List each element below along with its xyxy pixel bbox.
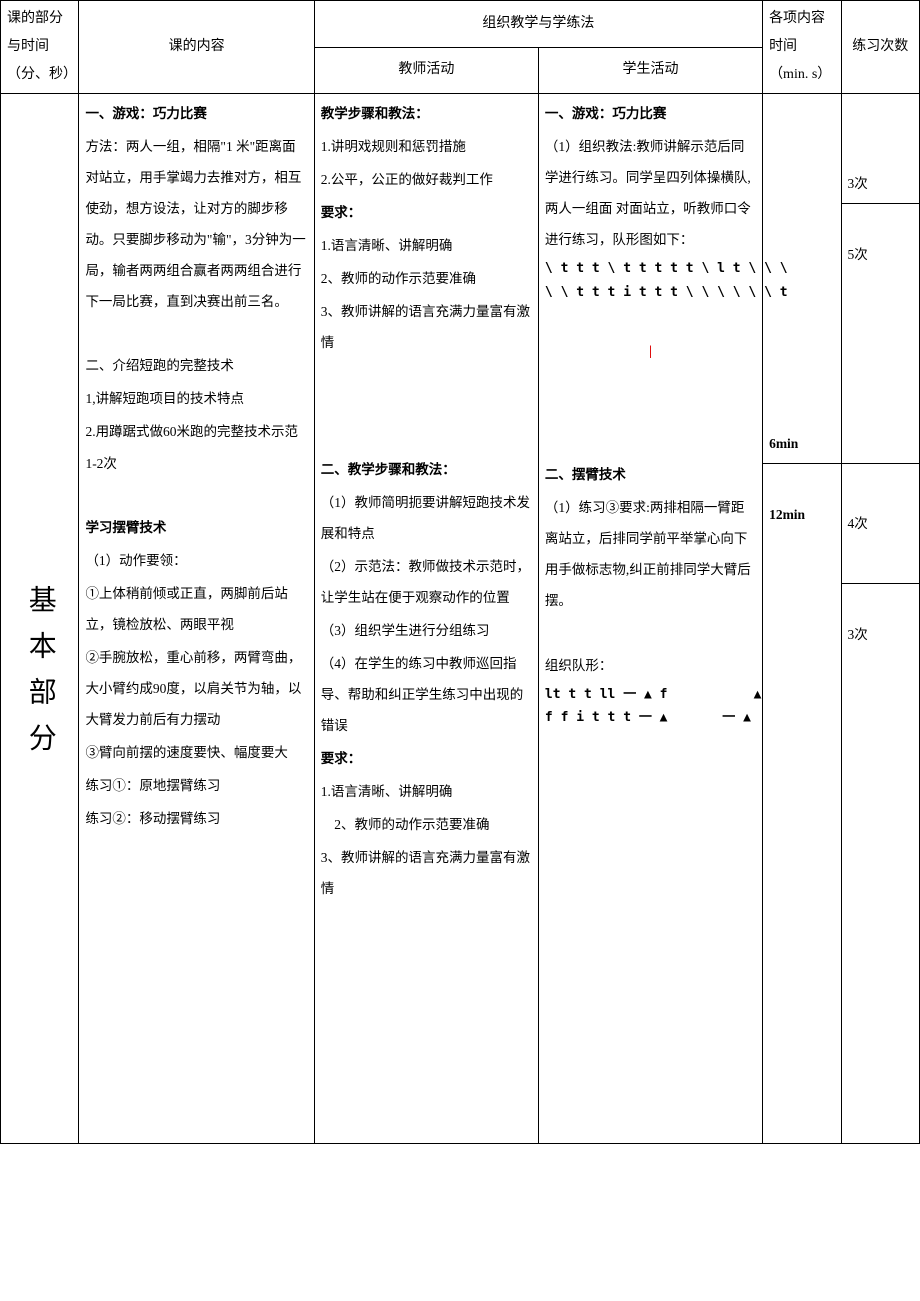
teacher-t2-title: 二、教学步骤和教法： <box>321 454 532 485</box>
header-reps: 练习次数 <box>841 1 920 94</box>
content-s3-p1: ①上体稍前倾或正直，两脚前后站立，镜检放松、两眼平视 <box>85 578 307 640</box>
header-section-l2: 与时间 <box>7 33 72 61</box>
header-time: 各项内容 时间 （min. s） <box>763 1 841 94</box>
student-s2-form: 组织队形： <box>545 650 756 681</box>
student-s1-l1: （1）组织教法:教师讲解示范后同学进行练习。同学呈四列体操横队,两人一组面 对面… <box>545 131 756 255</box>
header-student: 学生活动 <box>538 47 762 94</box>
content-s2-title: 二、介绍短跑的完整技术 <box>85 350 307 381</box>
student-s2-title: 二、摆臂技术 <box>545 459 756 490</box>
body-row-1: 基本部分 一、游戏：巧力比赛 方法：两人一组，相隔"1 米"距离面对站立，用手掌… <box>1 94 920 204</box>
student-cell: 一、游戏：巧力比赛 （1）组织教法:教师讲解示范后同学进行练习。同学呈四列体操横… <box>538 94 762 1144</box>
content-s2-l2: 2.用蹲踞式做60米跑的完整技术示范1-2次 <box>85 416 307 478</box>
teacher-t2-r1: 1.语言清晰、讲解明确 <box>321 776 532 807</box>
header-org-merged: 组织教学与学练法 <box>314 1 762 48</box>
content-s3-sub: （1）动作要领： <box>85 545 307 576</box>
reps-cell-3: 4次 <box>841 464 920 584</box>
content-s3-p3: ③臂向前摆的速度要快、幅度要大 <box>85 737 307 768</box>
content-s3-p2: ②手腕放松，重心前移，两臂弯曲，大小臂约成90度，以肩关节为轴，以大臂发力前后有… <box>85 642 307 735</box>
time-cell-1: 6min <box>763 94 841 464</box>
content-s3-title: 学习摆臂技术 <box>85 512 307 543</box>
lesson-plan-table: 课的部分 与时间 （分、秒） 课的内容 组织教学与学练法 各项内容 时间 （mi… <box>0 0 920 1144</box>
reps-cell-4: 3次 <box>841 584 920 1144</box>
reps-1: 3次 <box>848 168 914 199</box>
teacher-cell: 教学步骤和教法： 1.讲明戏规则和惩罚措施 2.公平，公正的做好裁判工作 要求：… <box>314 94 538 1144</box>
student-diagram2-l2: f f i t t t 一 ▲ 一 ▲ <box>545 706 756 729</box>
teacher-t1-l1: 1.讲明戏规则和惩罚措施 <box>321 131 532 162</box>
content-s3-p5: 练习②：移动摆臂练习 <box>85 803 307 834</box>
teacher-t2-r3: 3、教师讲解的语言充满力量富有激情 <box>321 842 532 904</box>
header-time-l1: 各项内容 <box>769 5 834 33</box>
time-cell-2: 12min <box>763 464 841 1144</box>
teacher-t2-l3: （3）组织学生进行分组练习 <box>321 615 532 646</box>
header-content: 课的内容 <box>79 1 314 94</box>
content-s1-title: 一、游戏：巧力比赛 <box>85 98 307 129</box>
teacher-t1-r3: 3、教师讲解的语言充满力量富有激情 <box>321 296 532 358</box>
reps-cell-1: 3次 <box>841 94 920 204</box>
header-teacher: 教师活动 <box>314 47 538 94</box>
header-section-l3: （分、秒） <box>7 61 72 89</box>
teacher-t1-r2: 2、教师的动作示范要准确 <box>321 263 532 294</box>
student-diagram1-l2: \ \ t t t i t t t \ \ \ \ \ \ t <box>545 281 756 304</box>
header-section: 课的部分 与时间 （分、秒） <box>1 1 79 94</box>
time-2: 12min <box>769 499 834 530</box>
teacher-t1-l2: 2.公平，公正的做好裁判工作 <box>321 164 532 195</box>
student-s1-title: 一、游戏：巧力比赛 <box>545 98 756 129</box>
reps-4: 3次 <box>848 619 914 650</box>
content-s1-body: 方法：两人一组，相隔"1 米"距离面对站立，用手掌竭力去推对方，相互使劲，想方设… <box>85 131 307 317</box>
header-time-l2: 时间 <box>769 33 834 61</box>
teacher-t2-l2: （2）示范法：教师做技术示范时，让学生站在便于观察动作的位置 <box>321 551 532 613</box>
section-label: 基本部分 <box>1 94 79 1144</box>
content-cell: 一、游戏：巧力比赛 方法：两人一组，相隔"1 米"距离面对站立，用手掌竭力去推对… <box>79 94 314 1144</box>
content-s3-p4: 练习①：原地摆臂练习 <box>85 770 307 801</box>
student-diagram1-l1: \ t t t \ t t t t t \ l t \ \ \ <box>545 257 756 280</box>
teacher-t1-req: 要求： <box>321 197 532 228</box>
reps-2: 5次 <box>848 239 914 270</box>
content-s2-l1: 1,讲解短跑项目的技术特点 <box>85 383 307 414</box>
header-time-l3: （min. s） <box>769 61 834 89</box>
teacher-t2-req: 要求： <box>321 743 532 774</box>
reps-cell-2: 5次 <box>841 204 920 464</box>
teacher-t1-r1: 1.语言清晰、讲解明确 <box>321 230 532 261</box>
student-diagram2-l1: lt t t ll 一 ▲ f ▲ <box>545 683 756 706</box>
header-row-1: 课的部分 与时间 （分、秒） 课的内容 组织教学与学练法 各项内容 时间 （mi… <box>1 1 920 48</box>
student-red-stick: | <box>545 335 756 366</box>
teacher-t2-r2: 2、教师的动作示范要准确 <box>321 809 532 840</box>
reps-3: 4次 <box>848 508 914 539</box>
time-1: 6min <box>769 428 834 459</box>
teacher-t2-l4: （4）在学生的练习中教师巡回指导、帮助和纠正学生练习中出现的错误 <box>321 648 532 741</box>
teacher-t1-title: 教学步骤和教法： <box>321 98 532 129</box>
header-section-l1: 课的部分 <box>7 5 72 33</box>
student-s2-l1: （1）练习③要求:两排相隔一臂距离站立，后排同学前平举掌心向下用手做标志物,纠正… <box>545 492 756 616</box>
teacher-t2-l1: （1）教师简明扼要讲解短跑技术发展和特点 <box>321 487 532 549</box>
